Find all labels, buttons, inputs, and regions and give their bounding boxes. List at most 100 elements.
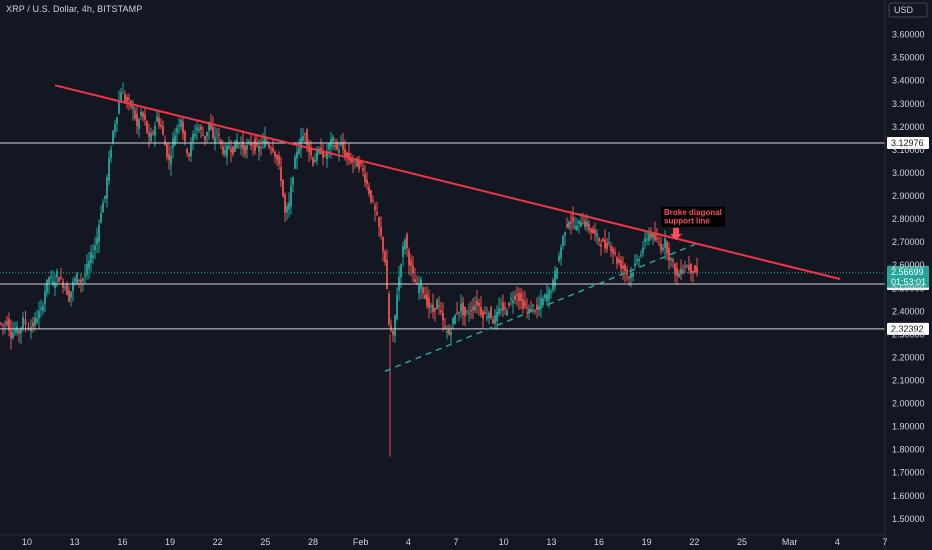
candle-body <box>504 307 506 309</box>
candle-body <box>314 160 316 163</box>
candle-body <box>40 307 42 310</box>
currency-button[interactable]: USD <box>888 2 928 18</box>
candle-body <box>612 248 614 254</box>
candle-body <box>124 94 126 102</box>
candle-body <box>366 179 368 185</box>
candle-body <box>644 238 646 243</box>
candle-body <box>648 233 650 242</box>
candle-body <box>30 327 32 332</box>
candle-body <box>156 116 158 122</box>
candle-body <box>268 144 270 148</box>
candle-body <box>32 322 34 327</box>
y-tick-label: 1.60000 <box>892 491 925 501</box>
candle-body <box>642 247 644 253</box>
candle-body <box>218 134 220 136</box>
candle-body <box>378 217 380 227</box>
candle-body <box>38 311 40 319</box>
candle-body <box>208 121 210 131</box>
candle-body <box>18 330 20 334</box>
candle-body <box>542 298 544 305</box>
candle-body <box>572 216 574 222</box>
candle-body <box>668 248 670 261</box>
candle-body <box>274 151 276 157</box>
candle-body <box>628 277 630 279</box>
candle-body <box>14 329 16 333</box>
candle-body <box>396 295 398 320</box>
candle-body <box>298 147 300 154</box>
y-tick-label: 2.50000 <box>892 283 925 293</box>
x-tick-label: 13 <box>70 537 80 547</box>
candle-body <box>626 269 628 275</box>
candle-body <box>256 143 258 146</box>
candle-body <box>482 311 484 319</box>
candle-body <box>534 310 536 312</box>
candle-body <box>222 146 224 154</box>
candle-body <box>600 244 602 247</box>
candle-body <box>288 202 290 210</box>
candle-body <box>672 259 674 262</box>
candle-body <box>362 167 364 171</box>
candle-body <box>530 309 532 313</box>
annotation-text: support line <box>664 216 710 225</box>
candle-body <box>564 232 566 236</box>
candle-body <box>448 328 450 335</box>
candle-body <box>190 142 192 157</box>
y-tick-label: 1.80000 <box>892 445 925 455</box>
candle-body <box>560 247 562 259</box>
candle-body <box>578 220 580 224</box>
candle-body <box>52 280 54 284</box>
candle-body <box>658 243 660 245</box>
candle-body <box>48 277 50 283</box>
candle-body <box>404 240 406 250</box>
candle-body <box>608 242 610 244</box>
candle-body <box>544 294 546 298</box>
candle-body <box>446 331 448 334</box>
candle-body <box>64 287 66 289</box>
candle-body <box>232 146 234 155</box>
candle-body <box>664 238 666 248</box>
candle-body <box>350 157 352 163</box>
candle-body <box>650 232 652 238</box>
x-tick-label: 7 <box>453 537 458 547</box>
candle-body <box>682 270 684 274</box>
candle-body <box>574 226 576 229</box>
candle-body <box>558 255 560 261</box>
candle-body <box>430 305 432 307</box>
candle-body <box>484 312 486 315</box>
currency-label: USD <box>894 5 914 15</box>
candle-body <box>68 290 70 302</box>
candle-body <box>312 157 314 165</box>
candle-body <box>100 213 102 223</box>
candle-body <box>92 255 94 258</box>
y-tick-label: 1.50000 <box>892 514 925 524</box>
candle-body <box>688 265 690 270</box>
candle-body <box>624 264 626 272</box>
candle-body <box>490 306 492 318</box>
candle-body <box>562 236 564 246</box>
x-tick-label: 25 <box>737 537 747 547</box>
candle-body <box>440 310 442 313</box>
price-axis[interactable]: 3.60000 3.50000 3.40000 3.30000 3.20000 3.100… <box>884 0 925 550</box>
trendlines <box>54 84 841 372</box>
candle-body <box>196 127 198 131</box>
candle-body <box>618 259 620 263</box>
candle-body <box>410 260 412 266</box>
candle-body <box>342 141 344 150</box>
candle-body <box>258 145 260 152</box>
time-axis[interactable]: 10 13 16 19 22 25 28 Feb 4 7 10 13 16 19 22 25 Mar 4 7 <box>0 534 888 547</box>
y-tick-label: 2.80000 <box>892 214 925 224</box>
candle-body <box>506 310 508 316</box>
candle-body <box>6 321 8 325</box>
last-price-label: 2.56699 <box>891 267 924 277</box>
y-tick-label: 3.20000 <box>892 122 925 132</box>
y-tick-label: 3.50000 <box>892 53 925 63</box>
candle-body <box>106 177 108 199</box>
candle-body <box>584 220 586 227</box>
candle-body <box>392 330 394 335</box>
candle-body <box>36 318 38 323</box>
candle-body <box>636 259 638 261</box>
candle-body <box>358 161 360 170</box>
candle-body <box>408 250 410 266</box>
